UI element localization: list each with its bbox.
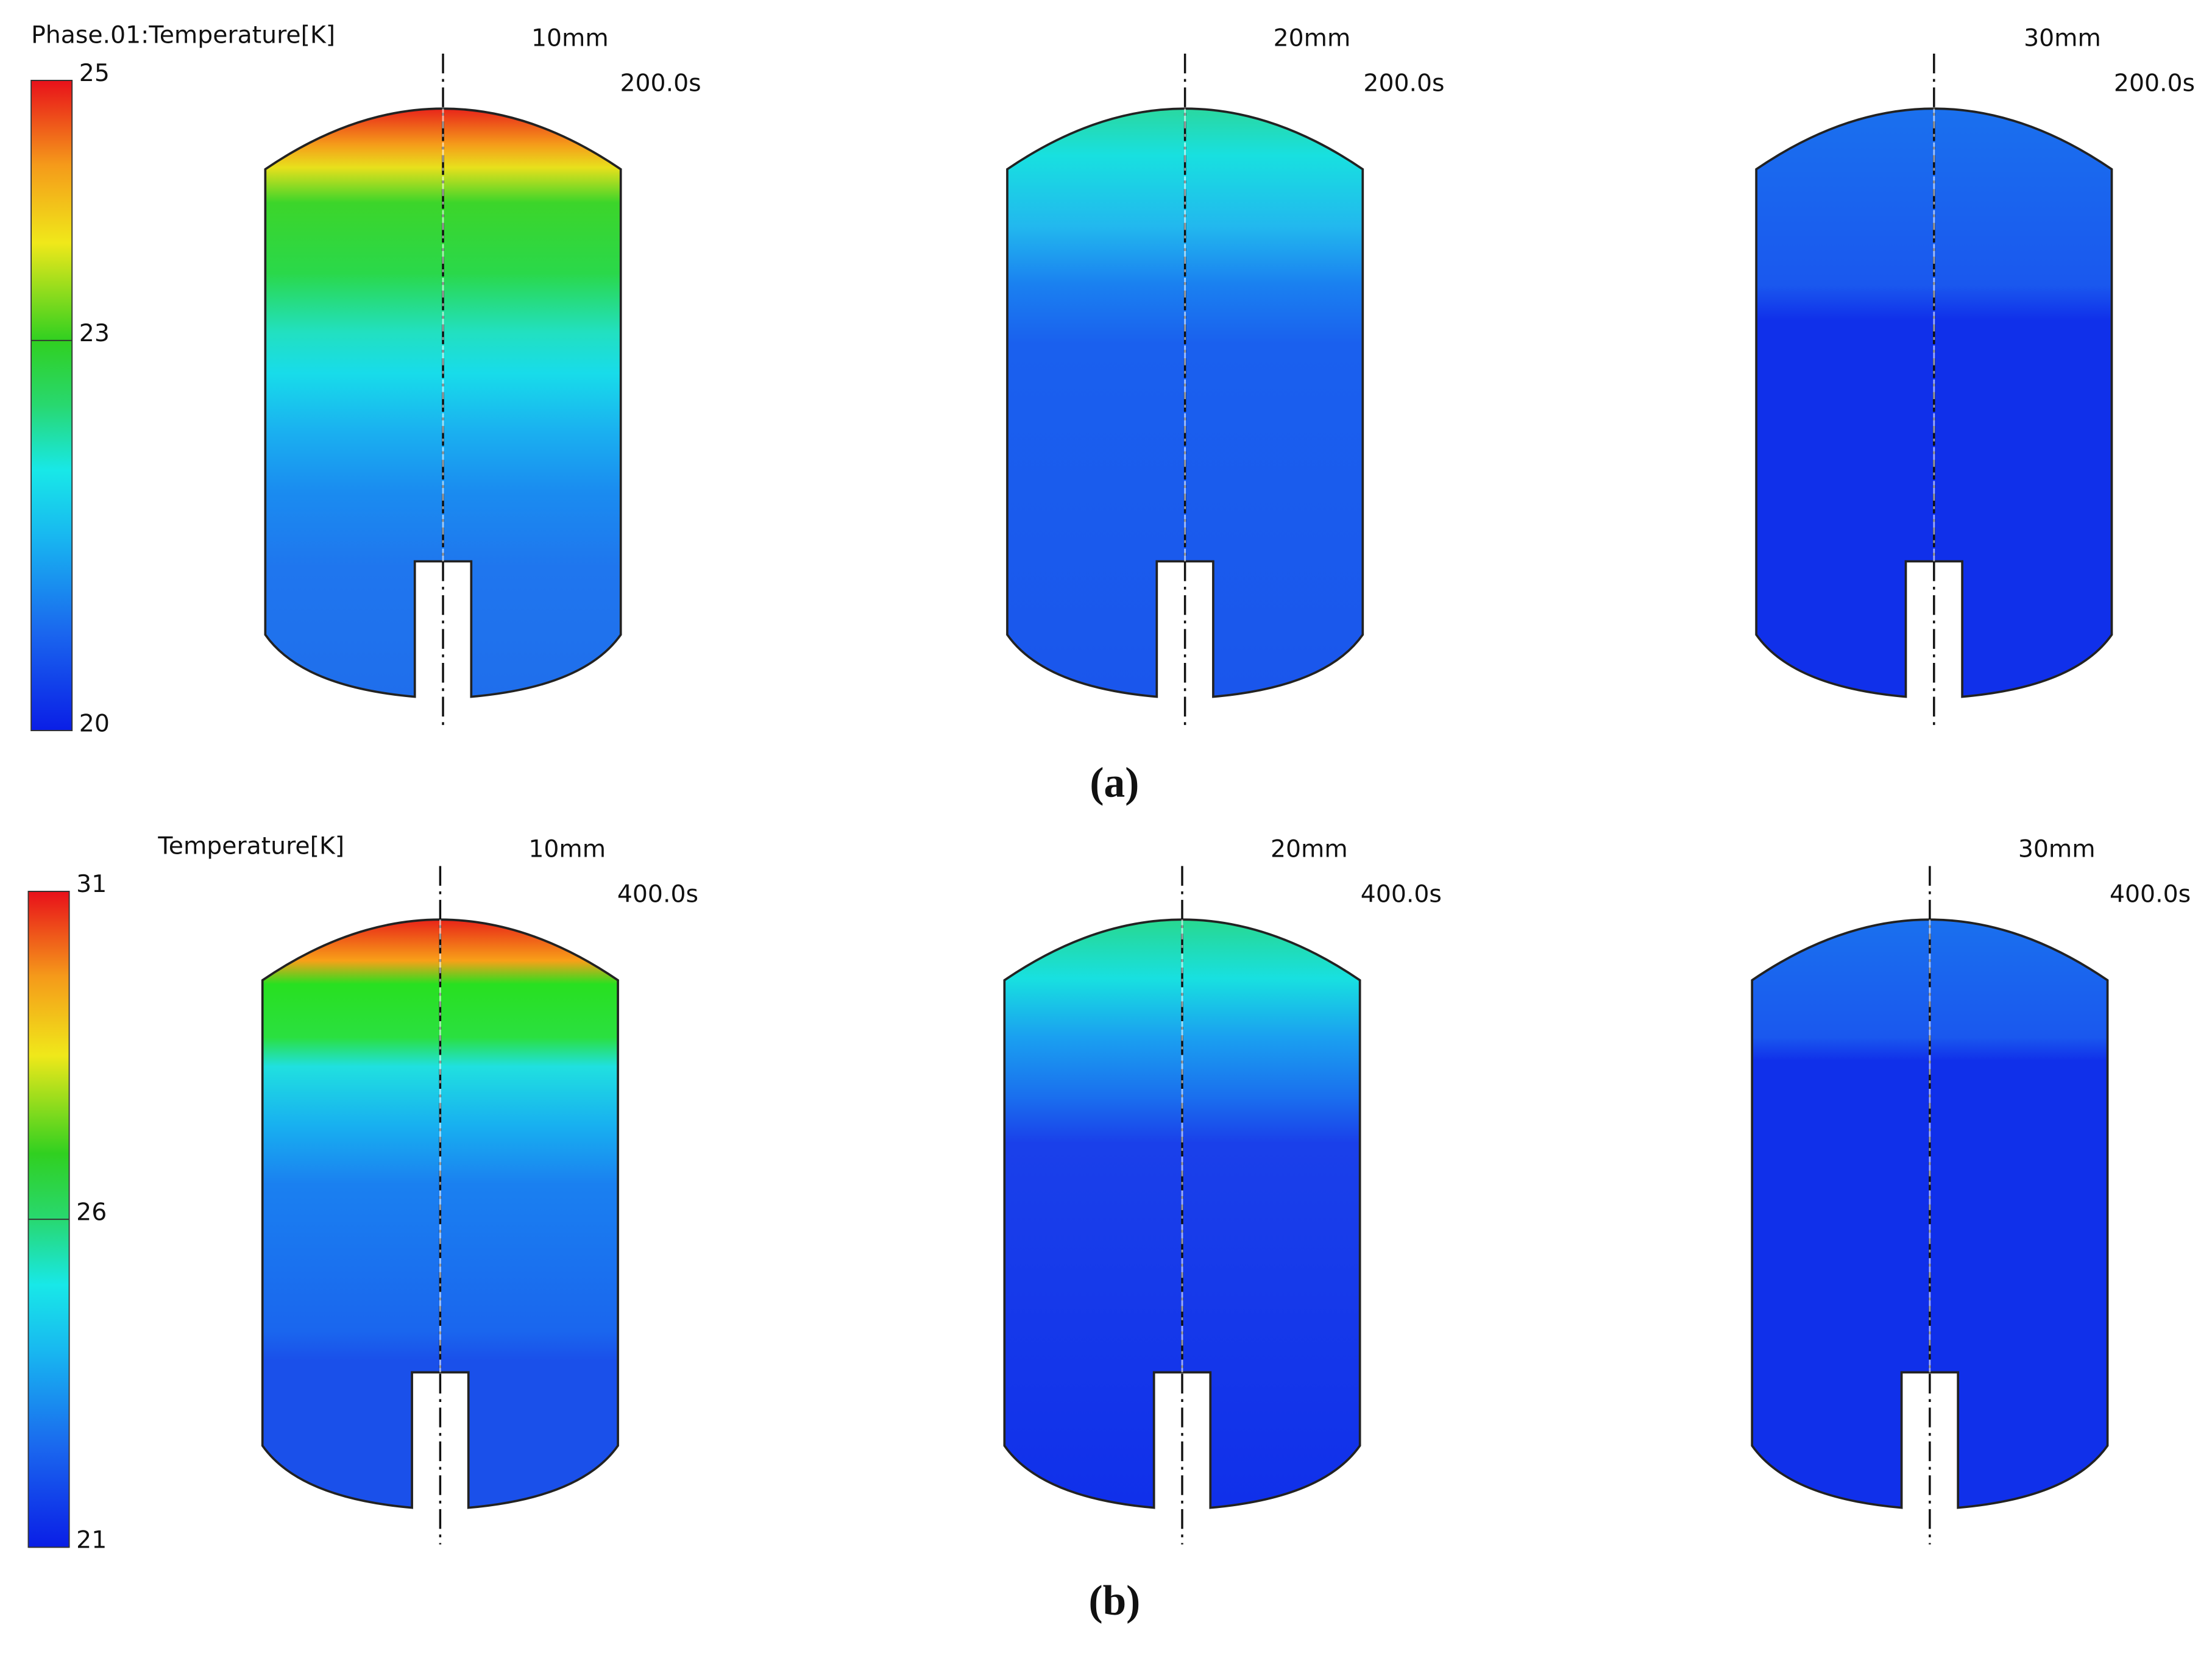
plot-time: 200.0s [2114, 69, 2195, 97]
plot-label: 30mm [2018, 835, 2096, 863]
plot-time: 400.0s [617, 880, 698, 908]
colorbar-tick-label: 23 [79, 319, 110, 347]
colorbar-tick-label: 20 [79, 709, 110, 737]
caption: (a) [1090, 760, 1139, 807]
plot-time: 400.0s [1361, 880, 1442, 908]
colorbar-tick-label: 21 [76, 1526, 107, 1554]
plot-label: 20mm [1271, 835, 1348, 863]
plot-time: 200.0s [620, 69, 701, 97]
plot-time: 400.0s [2110, 880, 2191, 908]
colorbar-tick-label: 31 [76, 870, 107, 898]
colorbar-tick-label: 25 [79, 59, 110, 87]
colorbar-tick-label: 26 [76, 1198, 107, 1226]
colorbar-title: Phase.01:Temperature[K] [31, 21, 335, 49]
plot-time: 200.0s [1363, 69, 1444, 97]
plot-label: 30mm [2024, 24, 2101, 52]
colorbar-title: Temperature[K] [157, 832, 344, 860]
plot-label: 10mm [531, 24, 609, 52]
plot-label: 10mm [528, 835, 606, 863]
caption: (b) [1088, 1577, 1140, 1624]
colorbar [30, 80, 73, 732]
plot-label: 20mm [1274, 24, 1351, 52]
